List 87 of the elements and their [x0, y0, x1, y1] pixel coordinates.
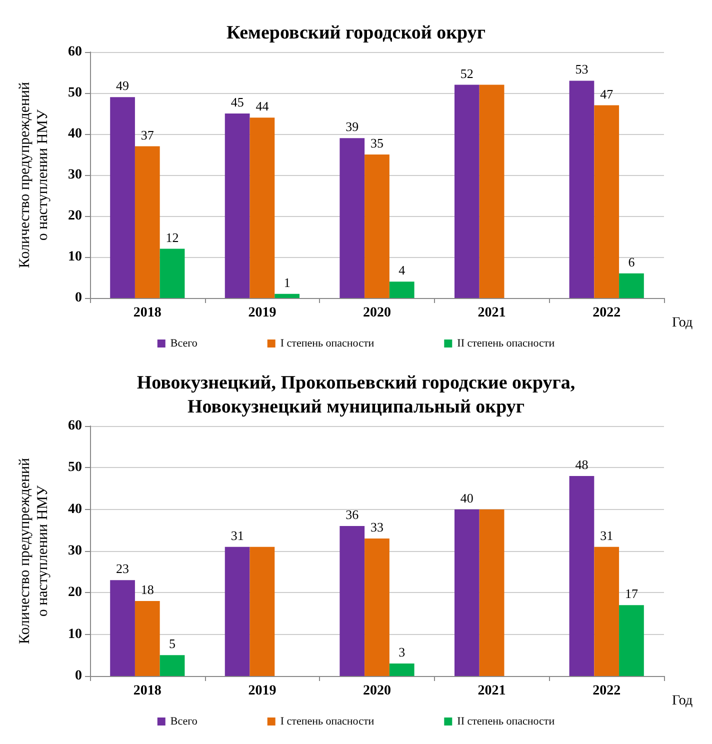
- y-tick-label: 0: [75, 668, 82, 684]
- bar: [454, 84, 480, 298]
- bar: [110, 580, 135, 676]
- bar: [594, 105, 620, 298]
- y-tick-label: 30: [68, 544, 82, 558]
- bar: [224, 546, 250, 676]
- y-axis-title: Количество предупреждений о наступлении НМУ: [17, 82, 51, 268]
- data-label: 35: [370, 136, 384, 150]
- bar: [224, 114, 250, 298]
- legend-label: II степень опасности: [457, 716, 555, 728]
- bar: [594, 546, 620, 676]
- bar: [340, 138, 365, 298]
- bar: [364, 154, 390, 298]
- legend-label: Всего: [170, 338, 198, 350]
- legend-label: Всего: [170, 716, 198, 728]
- x-tick-label: 2019: [248, 684, 276, 698]
- y-tick-label: 10: [68, 626, 82, 642]
- y-tick-label: 40: [68, 126, 82, 142]
- x-axis-title: Год: [672, 316, 693, 330]
- x-tick-label: 2021: [478, 684, 506, 698]
- y-tick-label: 40: [68, 502, 82, 517]
- bar: [250, 118, 275, 298]
- legend-label: I степень опасности: [280, 716, 374, 728]
- y-tick-label: 50: [68, 460, 82, 476]
- bar: [250, 546, 275, 676]
- bar: [389, 282, 414, 298]
- data-label: 53: [575, 62, 588, 77]
- data-label: 33: [370, 520, 384, 534]
- bar: [389, 664, 414, 676]
- y-tick-label: 50: [68, 86, 82, 100]
- data-label: 52: [460, 66, 474, 81]
- x-tick-label: 2022: [592, 306, 621, 320]
- bar: [110, 97, 135, 298]
- data-label: 18: [140, 582, 154, 597]
- chart-title: Кемеровский городской округ: [226, 22, 486, 44]
- data-label: 39: [346, 119, 359, 134]
- legend-label: I степень опасности: [280, 338, 374, 350]
- x-axis-title: Год: [672, 694, 693, 708]
- x-tick-label: 2019: [248, 306, 276, 320]
- data-label: 3: [398, 644, 406, 660]
- y-tick-label: 20: [68, 585, 82, 600]
- bar: [619, 273, 644, 298]
- y-axis-title: Количество предупреждений о наступлении НМУ: [17, 458, 51, 644]
- data-label: 31: [230, 528, 244, 543]
- bar: [569, 476, 594, 676]
- bar: [479, 509, 504, 676]
- y-tick-label: 20: [68, 208, 82, 224]
- bar: [340, 526, 365, 676]
- data-label: 17: [624, 586, 638, 602]
- chart-title: Новокузнецкий, Прокопьевский городские округа, Новокузнецкий муниципальный округ: [136, 372, 576, 418]
- data-label: 1: [284, 274, 290, 290]
- data-label: 23: [116, 561, 130, 576]
- y-tick-label: 30: [68, 168, 82, 182]
- x-tick-label: 2022: [592, 684, 621, 698]
- data-label: 37: [140, 127, 154, 142]
- data-label: 4: [398, 262, 406, 278]
- data-label: 5: [169, 636, 176, 652]
- data-label: 45: [230, 94, 244, 110]
- x-tick-label: 2020: [363, 684, 391, 698]
- data-label: 40: [460, 490, 474, 506]
- data-label: 49: [116, 78, 130, 94]
- y-tick-label: 0: [75, 290, 82, 306]
- bar: [569, 80, 594, 298]
- data-label: 36: [346, 507, 360, 522]
- data-label: 31: [600, 528, 614, 543]
- bar: [619, 605, 644, 676]
- data-label: 12: [166, 230, 179, 245]
- x-tick-label: 2018: [133, 684, 162, 698]
- x-tick-label: 2021: [478, 306, 506, 320]
- bar: [160, 248, 185, 298]
- bar: [364, 538, 390, 676]
- bar: [134, 601, 160, 676]
- y-tick-label: 60: [68, 44, 82, 60]
- x-tick-label: 2018: [133, 306, 162, 320]
- data-label: 48: [575, 457, 588, 472]
- bar: [274, 294, 300, 298]
- bar: [134, 146, 160, 298]
- data-label: 47: [600, 86, 614, 102]
- x-tick-label: 2020: [363, 306, 391, 320]
- y-tick-label: 10: [68, 250, 82, 264]
- bar: [160, 655, 185, 676]
- y-tick-label: 60: [68, 418, 82, 434]
- data-label: 6: [628, 254, 636, 270]
- legend-label: II степень опасности: [457, 338, 555, 350]
- data-label: 44: [256, 98, 270, 114]
- bar: [479, 84, 504, 298]
- bar: [454, 509, 480, 676]
